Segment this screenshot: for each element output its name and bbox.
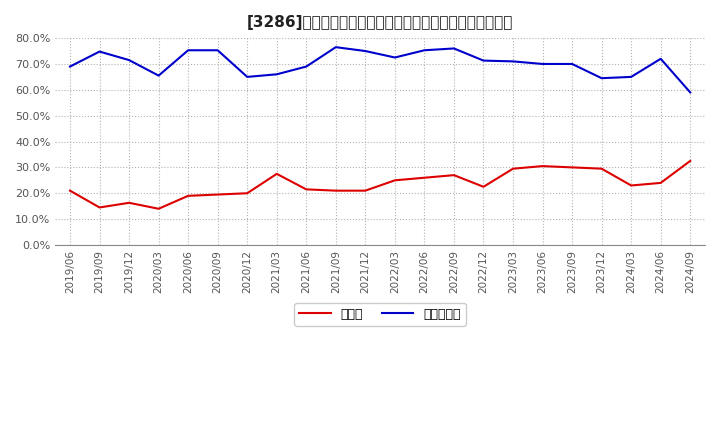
有利子負債 [213,48,222,53]
現預金 [627,183,636,188]
Legend: 現預金, 有利子負債: 現預金, 有利子負債 [294,303,466,326]
有利子負債 [154,73,163,78]
現預金 [66,188,74,193]
有利子負債 [480,58,488,63]
現預金 [420,175,428,180]
有利子負債 [539,61,547,66]
現預金 [598,166,606,171]
現預金 [213,192,222,197]
現預金 [449,172,458,178]
有利子負債 [390,55,399,60]
有利子負債 [509,59,518,64]
有利子負債 [598,76,606,81]
現預金 [568,165,577,170]
有利子負債 [449,46,458,51]
有利子負債 [331,44,340,50]
有利子負債 [657,56,665,62]
現預金 [154,206,163,211]
現預金 [125,200,133,205]
有利子負債 [243,74,251,80]
現預金 [95,205,104,210]
現預金 [272,171,281,176]
Title: [3286]　現預金、有利子負債の総資産に対する比率の推移: [3286] 現預金、有利子負債の総資産に対する比率の推移 [247,15,513,30]
現預金 [302,187,310,192]
有利子負債 [302,64,310,69]
現預金 [539,163,547,169]
有利子負債 [95,49,104,54]
現預金 [509,166,518,171]
有利子負債 [272,72,281,77]
有利子負債 [627,74,636,80]
現預金 [361,188,369,193]
現預金 [184,193,192,198]
有利子負債 [184,48,192,53]
有利子負債 [686,90,695,95]
現預金 [390,178,399,183]
有利子負債 [420,48,428,53]
有利子負債 [125,58,133,63]
Line: 現預金: 現預金 [70,161,690,209]
現預金 [331,188,340,193]
現預金 [243,191,251,196]
現預金 [480,184,488,189]
現預金 [657,180,665,186]
現預金 [686,158,695,164]
有利子負債 [66,64,74,69]
有利子負債 [568,61,577,66]
Line: 有利子負債: 有利子負債 [70,47,690,92]
有利子負債 [361,48,369,54]
